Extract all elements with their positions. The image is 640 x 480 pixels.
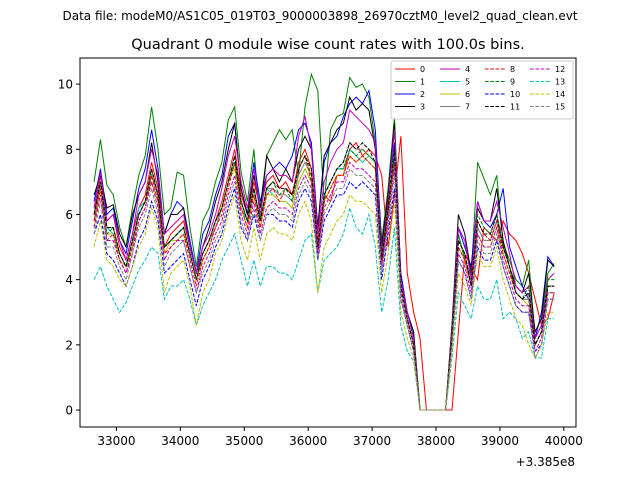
legend-label-15: 15 — [555, 103, 565, 112]
y-tick-label-3: 6 — [65, 208, 73, 222]
legend-label-12: 12 — [555, 65, 565, 74]
legend-label-2: 2 — [420, 90, 425, 99]
y-tick-label-5: 10 — [58, 78, 73, 92]
suptitle: Data file: modeM0/AS1C05_019T03_90000038… — [62, 9, 577, 23]
x-tick-label-0: 33000 — [97, 434, 135, 448]
plot-area — [93, 72, 555, 411]
series-line-10 — [93, 181, 555, 411]
x-tick-label-4: 37000 — [353, 434, 391, 448]
series-line-15 — [93, 167, 555, 411]
series-line-11 — [93, 141, 555, 411]
axis-ticks: 33000 34000 35000 36000 37000 38000 39000 40000… — [58, 78, 583, 448]
series-line-3 — [93, 95, 555, 411]
x-offset-label: +3.385e8 — [516, 455, 575, 469]
legend-label-14: 14 — [555, 90, 565, 99]
axes-frame — [79, 57, 577, 428]
x-tick-label-7: 40000 — [545, 434, 583, 448]
series-line-14 — [93, 193, 555, 411]
x-tick-label-3: 36000 — [289, 434, 327, 448]
series-line-12 — [93, 161, 555, 411]
series-line-9 — [93, 148, 555, 411]
y-tick-label-0: 0 — [65, 404, 73, 418]
legend-label-4: 4 — [465, 65, 470, 74]
x-tick-label-2: 35000 — [225, 434, 263, 448]
legend-label-3: 3 — [420, 103, 425, 112]
y-tick-label-4: 8 — [65, 143, 73, 157]
chart-title: Quadrant 0 module wise count rates with … — [131, 37, 525, 53]
x-tick-label-5: 38000 — [417, 434, 455, 448]
legend-label-5: 5 — [465, 78, 470, 87]
x-tick-label-1: 34000 — [161, 434, 199, 448]
y-tick-label-1: 2 — [65, 338, 73, 352]
legend-label-8: 8 — [510, 65, 515, 74]
legend-label-9: 9 — [510, 78, 515, 87]
series-line-4 — [93, 109, 555, 411]
legend-label-10: 10 — [510, 90, 520, 99]
series-line-13 — [93, 206, 555, 411]
legend-label-11: 11 — [510, 103, 520, 112]
legend-label-1: 1 — [420, 78, 425, 87]
x-tick-label-6: 39000 — [481, 434, 519, 448]
legend-label-13: 13 — [555, 78, 565, 87]
y-tick-label-2: 4 — [65, 273, 73, 287]
legend-label-7: 7 — [465, 103, 470, 112]
legend-label-6: 6 — [465, 90, 470, 99]
legend-box — [390, 60, 574, 120]
legend-label-0: 0 — [420, 65, 425, 74]
